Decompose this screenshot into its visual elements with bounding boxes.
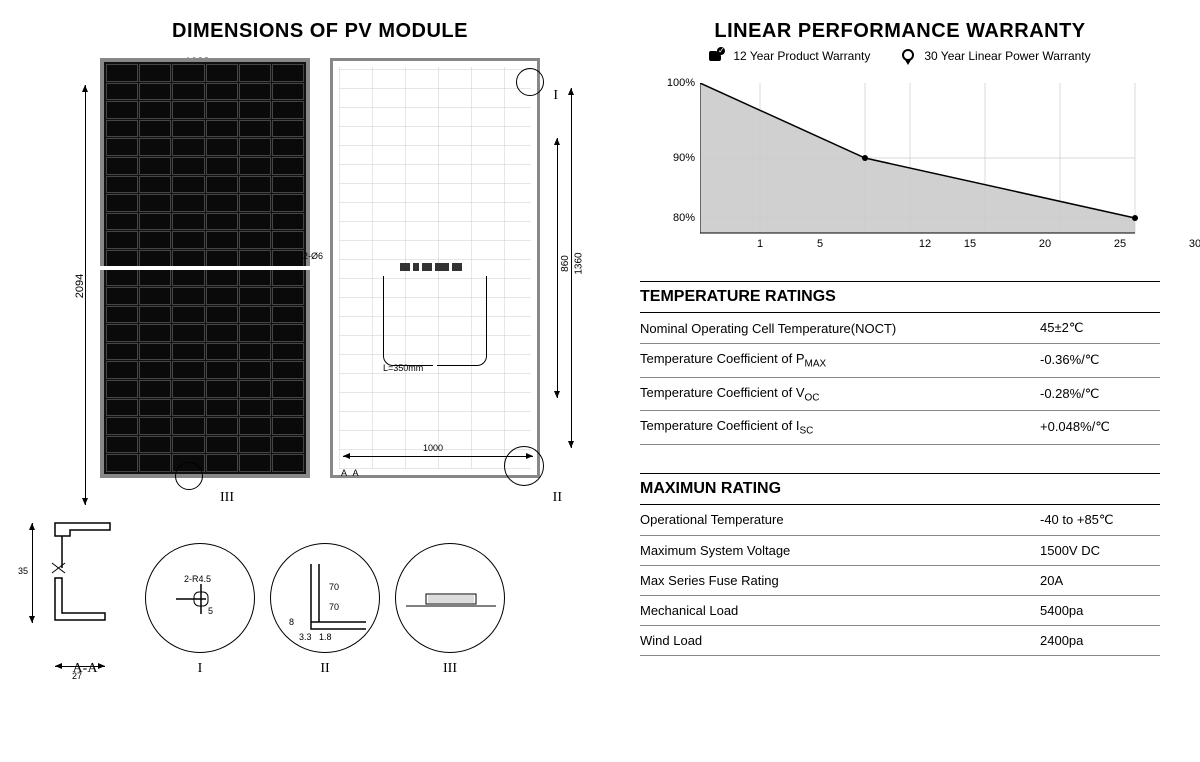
label-i-ref: I <box>553 88 558 104</box>
warranty-section: LINEAR PERFORMANCE WARRANTY 12 Year Prod… <box>640 20 1160 742</box>
medal-icon <box>900 49 918 63</box>
d1-radius: 2-R4.5 <box>184 574 211 584</box>
aa-cross-section: 35 27 A-A <box>40 518 130 677</box>
thumb-icon <box>709 49 727 63</box>
d2-e: 70 <box>329 602 339 612</box>
dim-frame-h: 35 <box>18 566 28 576</box>
dim-hole-dia: 2-Ø6 <box>303 251 323 261</box>
table-row: Temperature Coefficient of PMAX-0.36%/℃ <box>640 344 1160 378</box>
y-tick: 100% <box>655 77 695 89</box>
max-rating-title: MAXIMUN RATING <box>640 473 1160 505</box>
junction-box-icon <box>400 260 470 274</box>
table-row: Wind Load2400pa <box>640 625 1160 655</box>
callout-i <box>516 68 544 96</box>
back-panel-diagram: 2-Ø6 L=350mm 1000 A A <box>330 58 540 478</box>
max-rating-table: Operational Temperature-40 to +85℃Maximu… <box>640 505 1160 656</box>
table-row: Mechanical Load5400pa <box>640 595 1160 625</box>
dim-arrow-inner-w <box>343 456 533 457</box>
aa-label: A-A <box>40 661 130 677</box>
dim-cable-len: L=350mm <box>383 363 423 373</box>
x-tick: 30 <box>1189 238 1200 250</box>
table-row: Max Series Fuse Rating20A <box>640 565 1160 595</box>
label-ii-ref: II <box>553 490 562 506</box>
temp-ratings-title: TEMPERATURE RATINGS <box>640 281 1160 313</box>
section-marks: A A <box>341 468 361 478</box>
callout-iii <box>175 462 203 490</box>
dim-inner-w: 1000 <box>423 443 443 453</box>
product-warranty: 12 Year Product Warranty <box>709 49 870 63</box>
x-tick: 20 <box>1039 238 1051 250</box>
dim-arrow-v1 <box>557 138 558 398</box>
x-tick: 15 <box>964 238 976 250</box>
label-i: I <box>145 661 255 677</box>
label-iii: III <box>395 661 505 677</box>
degradation-chart: 100%90%80%151215202530 <box>700 83 1140 253</box>
d2-a: 8 <box>289 617 294 627</box>
table-row: Maximum System Voltage1500V DC <box>640 535 1160 565</box>
dim-frame-w: 27 <box>72 671 82 681</box>
dim-arrow-v2 <box>571 88 572 448</box>
y-tick: 90% <box>655 152 695 164</box>
callout-ii <box>504 446 544 486</box>
label-ii: II <box>270 661 380 677</box>
y-tick: 80% <box>655 212 695 224</box>
detail-ii: 8 3.3 1.8 70 70 II <box>270 543 380 677</box>
x-tick: 1 <box>757 238 763 250</box>
d2-c: 1.8 <box>319 632 332 642</box>
x-tick: 12 <box>919 238 931 250</box>
d2-b: 3.3 <box>299 632 312 642</box>
cable-right <box>437 276 487 366</box>
label-iii-ref: III <box>220 490 234 506</box>
dimensions-title: DIMENSIONS OF PV MODULE <box>40 20 600 43</box>
temp-ratings-table: Nominal Operating Cell Temperature(NOCT)… <box>640 313 1160 445</box>
table-row: Temperature Coefficient of ISC+0.048%/℃ <box>640 411 1160 445</box>
x-tick: 25 <box>1114 238 1126 250</box>
dimensions-section: DIMENSIONS OF PV MODULE 1038 2094 III 2-… <box>40 20 600 742</box>
warranty-title: LINEAR PERFORMANCE WARRANTY <box>640 20 1160 43</box>
x-tick: 5 <box>817 238 823 250</box>
detail-i: 2-R4.5 5 I <box>145 543 255 677</box>
dim-v1: 860 <box>560 255 571 272</box>
power-warranty: 30 Year Linear Power Warranty <box>900 49 1090 63</box>
front-panel-diagram <box>100 58 310 478</box>
dim-v2: 1360 <box>573 252 584 274</box>
table-row: Nominal Operating Cell Temperature(NOCT)… <box>640 313 1160 344</box>
d2-d: 70 <box>329 582 339 592</box>
cable-left <box>383 276 433 366</box>
table-row: Operational Temperature-40 to +85℃ <box>640 505 1160 536</box>
table-row: Temperature Coefficient of VOC-0.28%/℃ <box>640 377 1160 411</box>
d1-slot: 5 <box>208 606 213 616</box>
detail-iii: III <box>395 543 505 677</box>
